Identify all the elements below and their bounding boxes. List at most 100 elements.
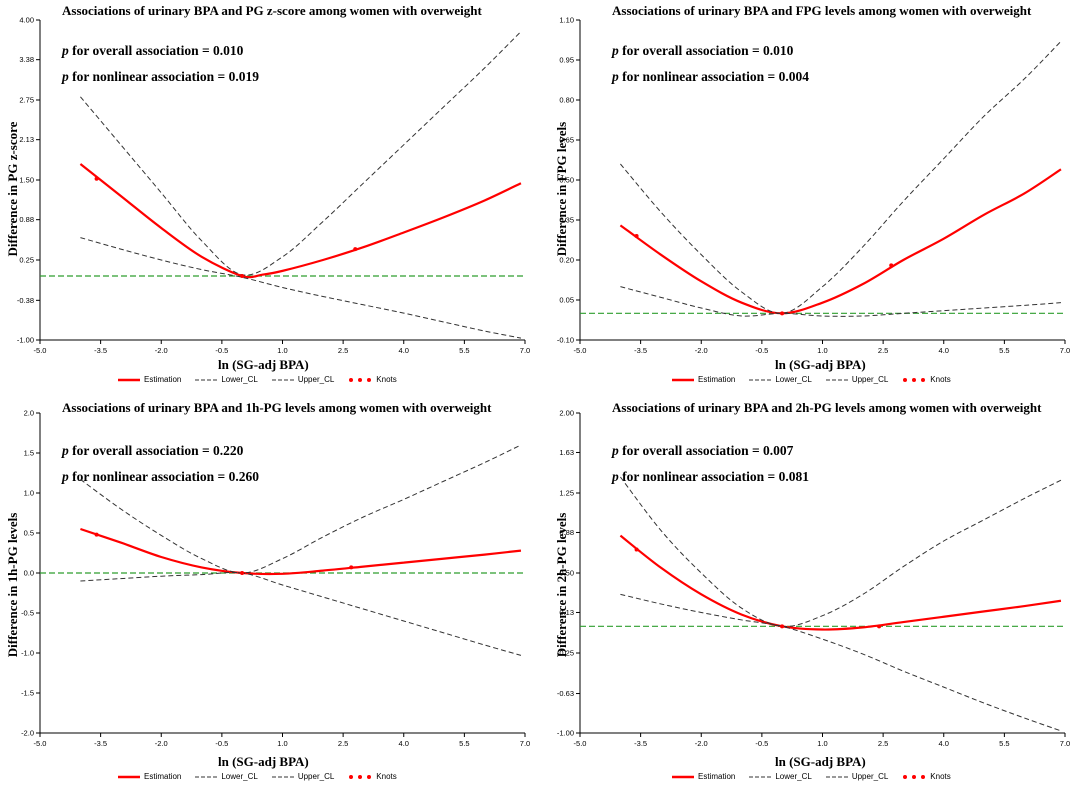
p-nonlinear: p for nonlinear association = 0.019 [62,69,259,85]
x-tick-label: 1.0 [277,739,287,748]
p-overall-text: for overall association = 0.220 [68,443,244,458]
y-tick-label: 4.00 [19,16,34,25]
x-tick-label: -3.5 [634,346,647,355]
knot-point [889,263,894,268]
p-symbol: p [612,443,619,458]
p-symbol: p [62,43,69,58]
x-tick-label: -2.0 [695,739,708,748]
x-tick-label: -3.5 [94,346,107,355]
p-symbol: p [62,69,69,84]
y-tick-label: 0.13 [559,608,574,617]
p-nonlinear-text: for nonlinear association = 0.019 [68,69,259,84]
knot-point [780,624,785,629]
y-tick-label: -1.0 [21,649,34,658]
y-tick-label: -2.0 [21,729,34,738]
p-nonlinear-text: for nonlinear association = 0.004 [618,69,809,84]
series-lower-cl [620,286,1061,317]
legend-lower-cl: Lower_CL [749,375,812,384]
chart-plot: 2.001.631.250.880.500.13-0.25-0.63-1.00-… [557,409,1070,749]
series-upper-cl [620,40,1062,314]
series-lower-cl [80,237,522,339]
x-tick-label: 2.5 [338,739,348,748]
chart-title: Associations of urinary BPA and FPG leve… [612,3,1032,18]
x-tick-label: -0.5 [215,346,228,355]
y-tick-label: 0.20 [559,256,574,265]
y-tick-label: -1.5 [21,689,34,698]
x-tick-label: 5.5 [999,346,1009,355]
x-tick-label: 4.0 [939,346,949,355]
legend: Estimation Lower_CL Upper_CL Knots [672,772,961,781]
y-tick-label: -0.38 [17,296,34,305]
x-tick-label: -5.0 [574,346,587,355]
x-axis-label: ln (SG-adj BPA) [775,754,866,769]
chart-plot: 2.01.51.00.50.0-0.5-1.0-1.5-2.0-5.0 -3.5-… [21,409,530,749]
p-overall: p for overall association = 0.010 [62,43,243,59]
x-tick-label: -2.0 [155,346,168,355]
x-tick-label: 5.5 [459,346,469,355]
y-tick-label: 2.75 [19,96,34,105]
p-overall-text: for overall association = 0.007 [618,443,794,458]
knot-point [634,547,639,552]
chart-plot: 4.00 3.38 2.75 2.13 1.50 0.88 0.25 -0.38 -1.00-5… [17,16,530,356]
y-tick-label: 0.95 [559,56,574,65]
y-tick-label: -0.25 [557,649,574,658]
y-tick-label: 3.38 [19,55,34,64]
legend-upper-cl: Upper_CL [825,375,889,384]
y-tick-label: 2.00 [559,409,574,418]
legend-estimation: Estimation [672,375,736,384]
y-tick-label: 1.10 [559,16,574,25]
y-tick-label: -0.10 [557,336,574,345]
x-tick-label: 1.0 [277,346,287,355]
p-overall: p for overall association = 0.010 [612,43,793,59]
x-axis-label: ln (SG-adj BPA) [218,357,309,372]
y-tick-label: 1.5 [24,449,34,458]
x-tick-label: 2.5 [878,346,888,355]
y-tick-label: 1.0 [24,489,34,498]
legend-estimation: Estimation [672,772,736,781]
x-tick-label: 4.0 [399,346,409,355]
legend: Estimation Lower_CL Upper_CL Knots [672,375,961,384]
x-tick-label: 7.0 [520,346,530,355]
y-tick-label: 1.63 [559,448,574,457]
y-tick-label: 1.50 [19,176,34,185]
y-tick-label: 0.05 [559,296,574,305]
series-lower-cl [80,571,522,656]
x-tick-label: -5.0 [34,739,47,748]
p-nonlinear: p for nonlinear association = 0.004 [612,69,809,85]
legend: Estimation Lower_CL Upper_CL Knots [118,375,407,384]
y-tick-label: 2.0 [24,409,34,418]
legend-knots: Knots [348,772,397,781]
knot-point [634,234,639,238]
x-tick-label: 2.5 [878,739,888,748]
y-tick-label: 0.5 [24,529,34,538]
legend-lower-cl: Lower_CL [195,375,258,384]
y-tick-label: -1.00 [557,729,574,738]
x-tick-label: 1.0 [817,739,827,748]
y-tick-label: 0.25 [19,256,34,265]
p-overall: p for overall association = 0.007 [612,443,793,459]
legend-upper-cl: Upper_CL [271,772,335,781]
x-tick-label: 2.5 [338,346,348,355]
p-overall-text: for overall association = 0.010 [618,43,794,58]
x-tick-label: 5.5 [459,739,469,748]
series-upper-cl [80,31,522,276]
y-tick-label: 0.50 [559,176,574,185]
x-tick-label: -0.5 [755,739,768,748]
y-tick-label: -0.63 [557,689,574,698]
y-tick-label: 0.0 [24,569,34,578]
series-upper-cl [620,476,1062,627]
x-tick-label: -2.0 [695,346,708,355]
knot-point [240,274,245,278]
series-estimation [619,168,1062,315]
legend-estimation: Estimation [118,375,182,384]
legend-lower-cl: Lower_CL [749,772,812,781]
legend-knots: Knots [348,375,397,384]
x-tick-label: -3.5 [94,739,107,748]
p-symbol: p [62,469,69,484]
p-nonlinear: p for nonlinear association = 0.081 [612,469,809,485]
x-tick-label: 7.0 [520,739,530,748]
p-symbol: p [612,69,619,84]
legend: Estimation Lower_CL Upper_CL Knots [118,772,407,781]
x-tick-label: -0.5 [215,739,228,748]
y-tick-label: 0.88 [19,215,34,224]
